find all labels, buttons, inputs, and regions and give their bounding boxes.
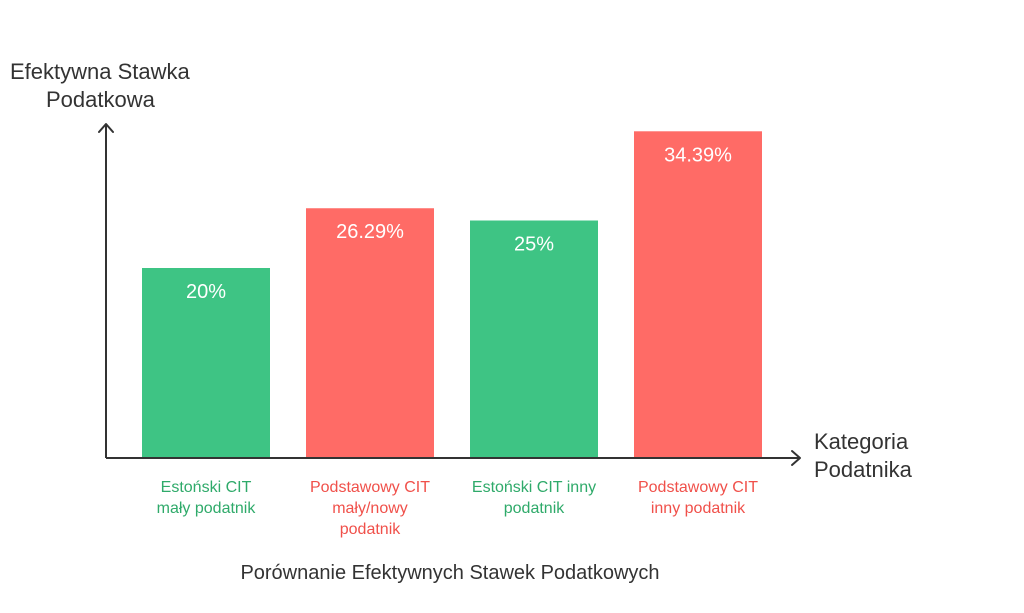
x-axis-label-line-1: Kategoria (814, 429, 909, 454)
bar-value-label-3: 25% (514, 234, 554, 256)
bar-4 (634, 131, 762, 459)
y-axis-label-line-2: Podatkowa (46, 87, 155, 112)
y-axis-arrow-icon (98, 123, 114, 133)
category-label-line: Estoński CIT (160, 479, 252, 496)
x-axis-label: Kategoria Podatnika (814, 428, 974, 484)
category-label-line: Podstawowy CIT (309, 479, 431, 496)
x-axis-label-line-2: Podatnika (814, 457, 912, 482)
category-label-line: podatnik (503, 500, 565, 517)
category-label-line: Estoński CIT inny (471, 479, 597, 496)
category-label-1: Estoński CIT mały podatnik (131, 477, 281, 519)
category-label-line: mały/nowy (332, 500, 408, 517)
category-label-4: Podstawowy CIT inny podatnik (623, 477, 773, 519)
bar-2 (306, 208, 434, 458)
bar-3 (470, 220, 598, 458)
bar-value-label-1: 20% (186, 281, 226, 303)
bar-value-label-2: 26.29% (336, 221, 404, 243)
category-label-line: mały podatnik (156, 500, 256, 517)
category-label-line: inny podatnik (650, 500, 746, 517)
chart-title: Porównanie Efektywnych Stawek Podatkowyc… (240, 562, 660, 584)
category-label-2: Podstawowy CIT mały/nowy podatnik (295, 477, 445, 540)
bar-value-label-4: 34.39% (664, 144, 732, 166)
category-label-3: Estoński CIT inny podatnik (459, 477, 609, 519)
category-label-line: Podstawowy CIT (637, 479, 759, 496)
bar-1 (142, 268, 270, 458)
y-axis-label-line-1: Efektywna Stawka (10, 59, 190, 84)
y-axis-label: Efektywna Stawka Podatkowa (10, 58, 210, 114)
category-label-line: podatnik (339, 521, 401, 538)
x-axis-arrow-icon (791, 450, 801, 466)
